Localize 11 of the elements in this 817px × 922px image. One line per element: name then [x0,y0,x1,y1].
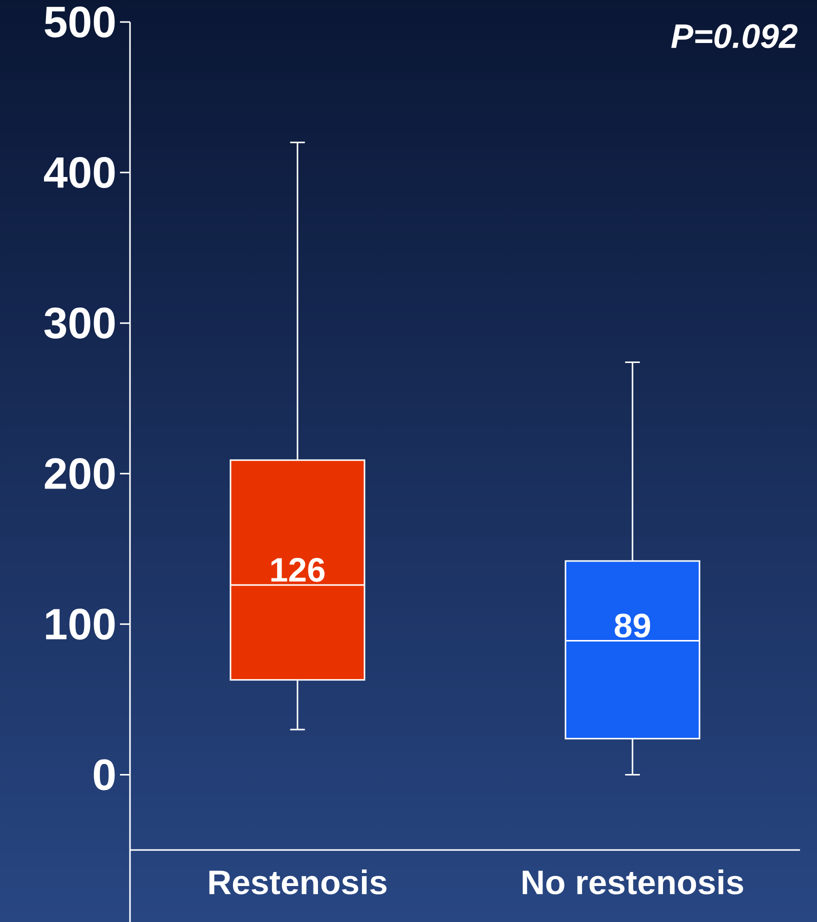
annotation: 126 [271,558,325,582]
x-tick-label: Restenosis [209,870,386,894]
annotation: P=0.092 [671,24,798,48]
annotation: 89 [614,614,650,638]
y-tick-label: 400 [44,157,115,188]
y-tick-label: 100 [46,608,115,640]
y-tick-label: 500 [44,6,115,38]
y-tick-label: 0 [94,759,115,790]
x-tick-label: No restenosis [522,870,744,894]
y-tick-label: 200 [44,458,115,490]
y-tick-label: 300 [44,308,115,339]
